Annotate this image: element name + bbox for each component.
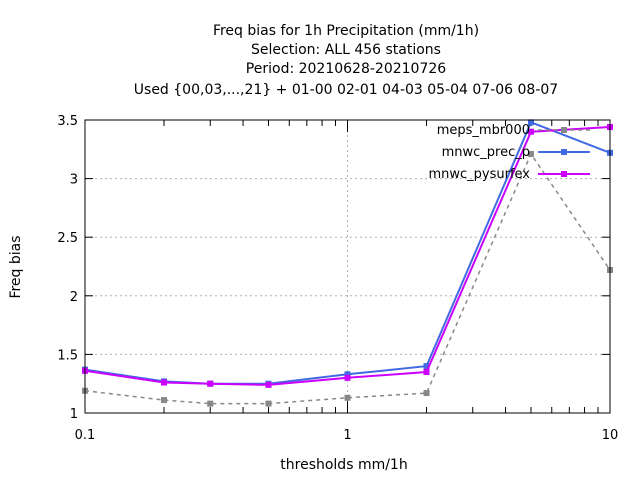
legend-label-mnwc_pysurfex: mnwc_pysurfex [428, 167, 530, 182]
data-point-mnwc_pysurfex [423, 368, 430, 375]
title-line-3: Period: 20210628-20210726 [246, 61, 446, 77]
data-point-meps_mbr000 [423, 390, 430, 397]
data-point-mnwc_prec_p [344, 371, 351, 378]
series-line-mnwc_pysurfex [84, 126, 611, 386]
data-point-meps_mbr000 [527, 150, 534, 157]
data-point-mnwc_pysurfex [527, 128, 534, 135]
data-point-mnwc_prec_p [527, 119, 534, 126]
plot-border [84, 119, 611, 414]
data-point-mnwc_pysurfex [344, 374, 351, 381]
y-tick-label: 2 [70, 290, 78, 305]
data-point-meps_mbr000 [265, 400, 272, 407]
title-line-2: Selection: ALL 456 stations [251, 42, 441, 58]
legend: meps_mbr000 mnwc_prec_p mnwc_pysurfex [428, 123, 590, 182]
data-point-meps_mbr000 [161, 397, 168, 404]
y-tick-label: 2.5 [57, 231, 78, 246]
data-point-mnwc_pysurfex [207, 380, 214, 387]
legend-marker-mnwc_prec_p [561, 149, 567, 155]
title-line-1: Freq bias for 1h Precipitation (mm/1h) [213, 23, 479, 39]
legend-marker-meps_mbr000 [561, 127, 567, 133]
data-point-mnwc_pysurfex [161, 379, 168, 386]
y-tick-label: 3 [70, 173, 78, 188]
data-point-mnwc_prec_p [423, 363, 430, 370]
x-tick-label: 10 [602, 428, 619, 443]
title-line-4: Used {00,03,...,21} + 01-00 02-01 04-03 … [134, 82, 558, 98]
series-layer [82, 119, 613, 407]
y-tick-label: 3.5 [57, 114, 78, 129]
data-point-mnwc_pysurfex [265, 381, 272, 388]
legend-marker-mnwc_pysurfex [561, 171, 567, 177]
data-point-meps_mbr000 [344, 394, 351, 401]
x-tick-label: 0.1 [75, 428, 96, 443]
data-point-meps_mbr000 [207, 400, 214, 407]
axis-ticks: 1 1.5 2 2.5 3 3.5 0.1 1 10 [57, 114, 618, 443]
legend-label-meps_mbr000: meps_mbr000 [437, 123, 530, 138]
x-axis-label: thresholds mm/1h [280, 457, 407, 473]
x-tick-label: 1 [343, 428, 351, 443]
chart-title: Freq bias for 1h Precipitation (mm/1h) S… [134, 23, 558, 98]
y-axis-label: Freq bias [8, 235, 24, 298]
y-tick-label: 1 [70, 407, 78, 422]
legend-label-mnwc_prec_p: mnwc_prec_p [442, 145, 530, 160]
grid [85, 120, 610, 413]
y-tick-label: 1.5 [57, 348, 78, 363]
